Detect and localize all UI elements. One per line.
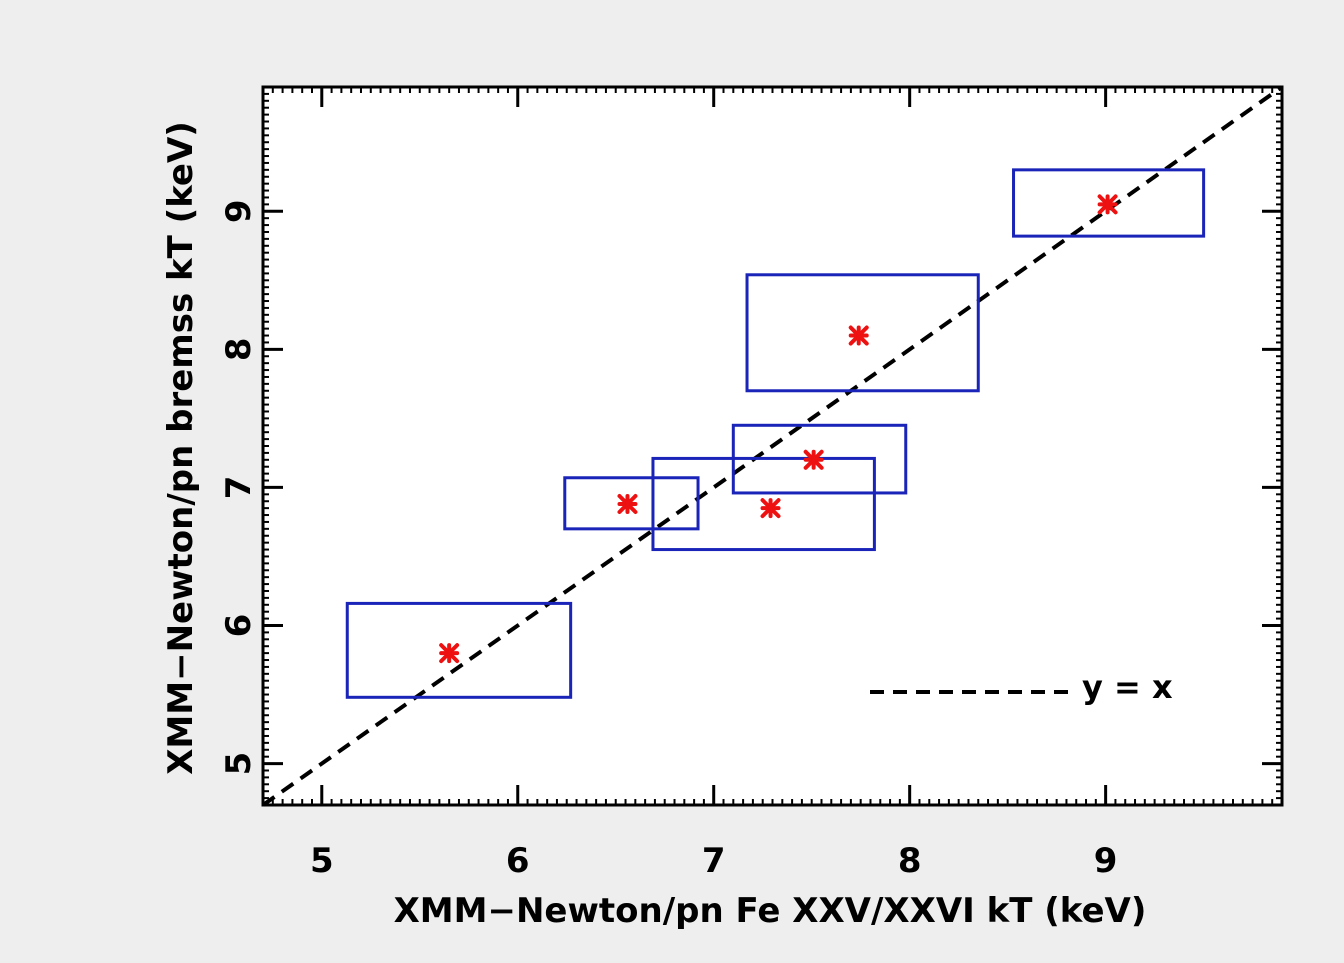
x-tick-label: 5 [310, 841, 334, 881]
y-tick-label: 5 [219, 752, 259, 776]
error-box [731, 423, 908, 495]
axis-ticks [262, 86, 1283, 806]
legend-label: y = x [1082, 668, 1173, 706]
error-box [563, 476, 700, 531]
data-point-marker [760, 498, 781, 519]
data-point-marker [803, 449, 824, 470]
data-point-marker [1097, 194, 1118, 215]
y-tick-label: 9 [219, 199, 259, 223]
x-tick-label: 9 [1094, 841, 1118, 881]
error-box [651, 456, 876, 552]
error-boxes [345, 168, 1206, 699]
error-box [745, 273, 980, 393]
error-box [345, 601, 573, 699]
error-box [1012, 168, 1206, 238]
y-tick-label: 7 [219, 476, 259, 500]
y-tick-label: 6 [219, 614, 259, 638]
x-tick-label: 8 [898, 841, 922, 881]
tick-labels: 5 6 7 8 9 5 6 7 8 9 [219, 199, 1117, 881]
y-tick-label: 8 [219, 338, 259, 362]
x-tick-label: 6 [506, 841, 530, 881]
data-point-marker [848, 325, 869, 346]
x-tick-label: 7 [702, 841, 726, 881]
data-point-marker [617, 493, 638, 514]
data-point-marker [439, 643, 460, 664]
data-points [439, 194, 1118, 664]
x-axis-label: XMM−Newton/pn Fe XXV/XXVI kT (keV) [394, 891, 1147, 931]
y-axis-label: XMM−Newton/pn bremss kT (keV) [161, 121, 201, 775]
